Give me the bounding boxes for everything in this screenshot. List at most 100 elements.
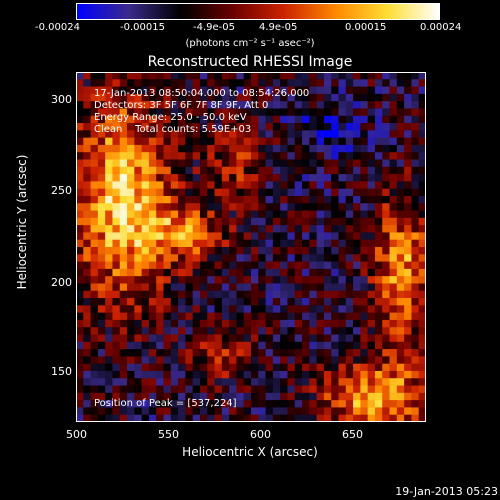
heatmap-cell <box>185 385 194 394</box>
heatmap-cell <box>127 305 135 314</box>
heatmap-cell <box>185 341 194 350</box>
heatmap-cell <box>97 341 106 350</box>
heatmap-cell <box>185 123 194 131</box>
heatmap-cell <box>76 370 84 379</box>
heatmap-cell <box>389 86 398 95</box>
heatmap-cell <box>76 407 84 416</box>
heatmap-cell <box>148 203 157 212</box>
heatmap-cell <box>178 370 186 379</box>
heatmap-cell <box>192 356 201 365</box>
heatmap-cell <box>360 232 369 241</box>
heatmap-cell <box>323 400 332 409</box>
heatmap-cell <box>112 385 121 394</box>
heatmap-cell <box>367 137 376 146</box>
heatmap-cell <box>382 232 391 241</box>
heatmap-cell <box>338 115 347 124</box>
heatmap-cell <box>76 115 84 124</box>
heatmap-cell <box>76 232 84 241</box>
heatmap-cell <box>302 349 310 357</box>
heatmap-cell <box>105 385 114 394</box>
heatmap-cell <box>127 247 135 255</box>
heatmap-cell <box>389 174 398 182</box>
heatmap-cell <box>316 86 325 95</box>
heatmap-cell <box>236 79 245 88</box>
heatmap-cell <box>367 217 376 226</box>
heatmap-cell <box>83 123 92 131</box>
heatmap-cell <box>83 392 92 401</box>
heatmap-cell <box>294 123 303 131</box>
heatmap-cell <box>316 159 325 168</box>
heatmap-cell <box>105 203 114 212</box>
heatmap-cell <box>229 188 238 197</box>
heatmap-cell <box>229 115 238 124</box>
heatmap-cell <box>134 356 143 365</box>
heatmap-cell <box>119 283 128 292</box>
heatmap-cell <box>265 79 274 88</box>
heatmap-cell <box>76 188 84 197</box>
heatmap-cell <box>411 385 420 394</box>
heatmap-cell <box>105 144 114 153</box>
heatmap-cell <box>302 392 310 401</box>
heatmap-cell <box>323 334 332 343</box>
heatmap-cell <box>353 217 361 226</box>
heatmap-cell <box>265 414 274 422</box>
heatmap-cell <box>199 247 208 255</box>
heatmap-cell <box>97 319 106 328</box>
heatmap-cell <box>76 86 84 95</box>
heatmap-cell <box>382 108 391 117</box>
heatmap-cell <box>127 144 135 153</box>
heatmap-cell <box>418 239 426 248</box>
heatmap-cell <box>287 86 296 95</box>
heatmap-cell <box>148 144 157 153</box>
heatmap-cell <box>331 181 340 190</box>
heatmap-cell <box>404 130 413 139</box>
heatmap-cell <box>90 72 99 80</box>
heatmap-cell <box>199 370 208 379</box>
heatmap-cell <box>170 144 179 153</box>
x-tick-label: 600 <box>250 428 271 441</box>
heatmap-cell <box>214 93 223 102</box>
heatmap-cell <box>331 414 340 422</box>
heatmap-cell <box>148 130 157 139</box>
heatmap-cell <box>331 298 340 306</box>
heatmap-cell <box>192 217 201 226</box>
heatmap-cell <box>229 378 238 387</box>
heatmap-cell <box>418 247 426 255</box>
heatmap-cell <box>229 407 238 416</box>
heatmap-cell <box>90 327 99 336</box>
heatmap-cell <box>258 261 267 270</box>
heatmap-cell <box>105 137 114 146</box>
heatmap-cell <box>105 86 114 95</box>
heatmap-cell <box>338 290 347 299</box>
heatmap-cell <box>243 93 252 102</box>
heatmap-cell <box>134 79 143 88</box>
heatmap-cell <box>221 363 230 372</box>
heatmap-cell <box>272 341 281 350</box>
heatmap-cell <box>404 283 413 292</box>
heatmap-cell <box>302 93 310 102</box>
heatmap-cell <box>148 319 157 328</box>
heatmap-cell <box>192 327 201 336</box>
heatmap-cell <box>287 225 296 234</box>
heatmap-cell <box>367 370 376 379</box>
heatmap-cell <box>396 130 405 139</box>
heatmap-cell <box>374 203 383 212</box>
heatmap-cell <box>272 159 281 168</box>
heatmap-cell <box>382 188 391 197</box>
heatmap-cell <box>389 93 398 102</box>
heatmap-cell <box>221 290 230 299</box>
heatmap-cell <box>83 93 92 102</box>
heatmap-cell <box>302 298 310 306</box>
heatmap-cell <box>258 392 267 401</box>
heatmap-cell <box>112 319 121 328</box>
heatmap-cell <box>294 86 303 95</box>
heatmap-cell <box>323 414 332 422</box>
heatmap-cell <box>119 356 128 365</box>
heatmap-cell <box>345 210 354 219</box>
heatmap-cell <box>83 115 92 124</box>
heatmap-cell <box>170 276 179 285</box>
heatmap-cell <box>302 363 310 372</box>
heatmap-cell <box>236 72 245 80</box>
heatmap-cell <box>309 166 318 175</box>
heatmap-cell <box>185 290 194 299</box>
